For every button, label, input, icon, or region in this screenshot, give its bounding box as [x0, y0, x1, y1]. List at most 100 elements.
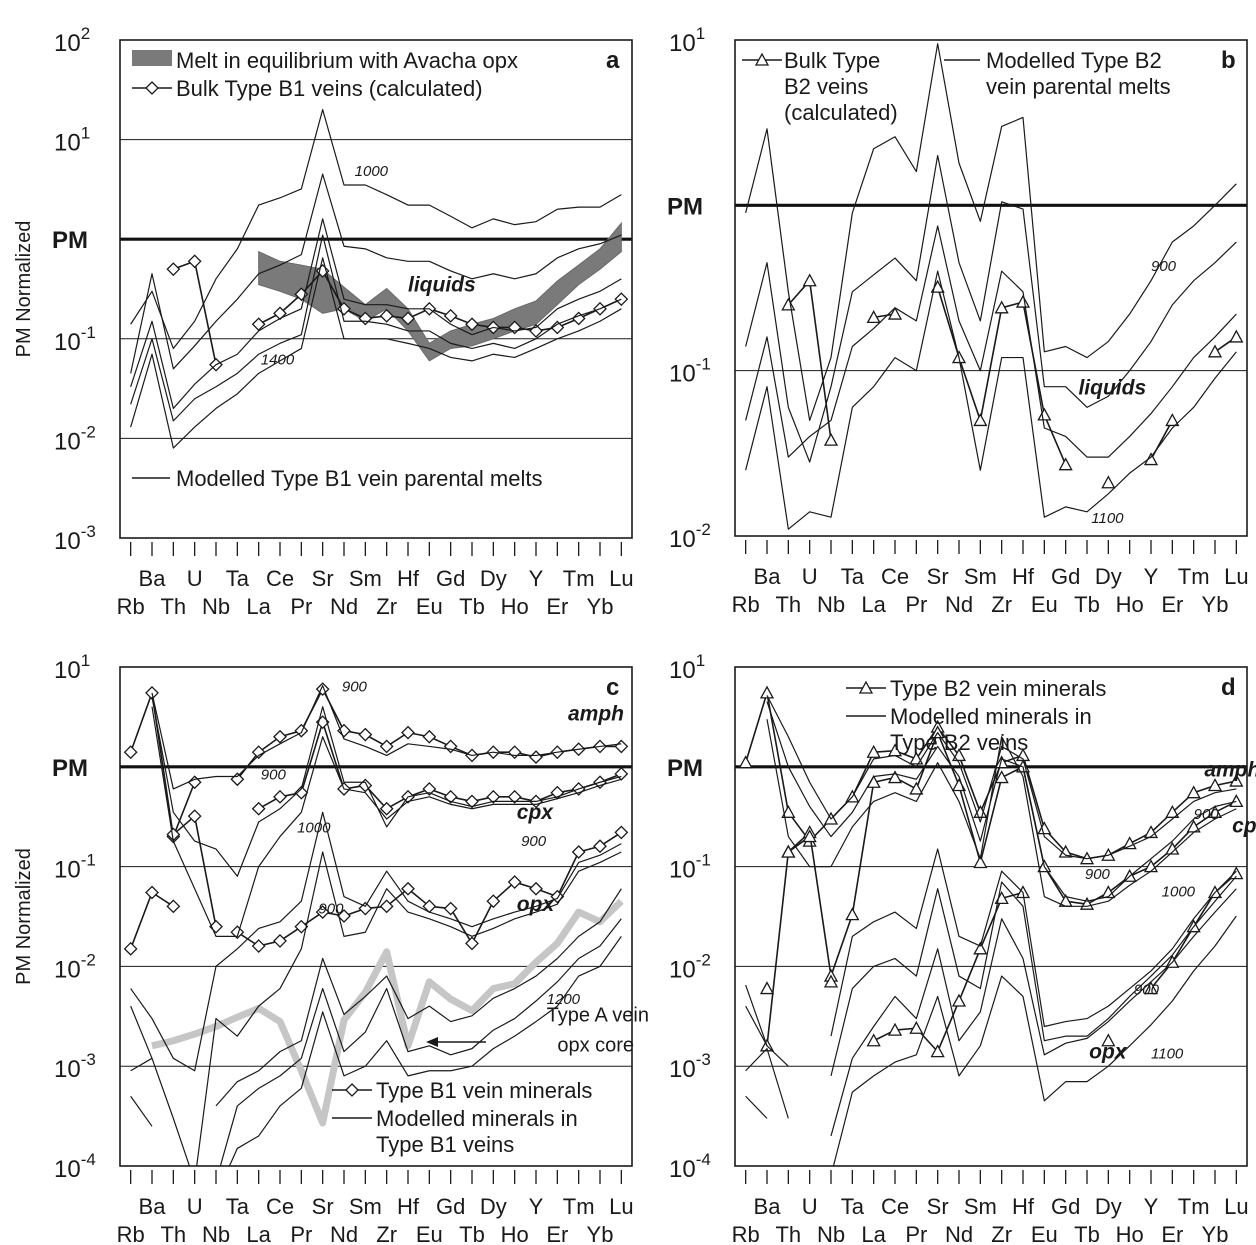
x-tick-label: Lu	[1224, 564, 1248, 589]
mineral-label: cpx	[1232, 814, 1256, 837]
diamond-marker	[379, 801, 394, 816]
panel-letter: b	[1221, 47, 1236, 74]
measured-line	[766, 835, 811, 1046]
x-tick-label: Er	[546, 594, 568, 619]
series-group	[130, 109, 629, 449]
diamond-marker	[443, 308, 458, 323]
x-tick-label: Th	[160, 594, 186, 619]
legend-label: Modelled minerals in Type B2 veins	[890, 704, 1092, 755]
y-tick-label: 10-1	[54, 851, 96, 884]
x-tick-label: Er	[546, 1222, 568, 1245]
triangle-marker	[1058, 457, 1073, 471]
diamond-marker	[230, 925, 245, 940]
triangle-marker	[781, 804, 796, 818]
triangle-marker	[1207, 778, 1223, 792]
diamond-marker	[251, 745, 266, 760]
triangle-marker	[909, 781, 924, 795]
diamond-marker	[294, 785, 309, 800]
model-line	[830, 888, 1237, 1137]
model-line	[745, 1095, 768, 1119]
model-line	[830, 875, 1237, 1077]
mineral-label: liquids	[1078, 376, 1146, 399]
x-tick-label: Er	[1161, 1222, 1183, 1245]
diamond-marker	[593, 839, 607, 854]
model-line	[151, 706, 622, 937]
x-tick-label: Th	[160, 1222, 186, 1245]
x-tick-label: Zr	[991, 1222, 1012, 1245]
diamond-marker	[422, 782, 437, 796]
x-tick-label: Eu	[416, 594, 443, 619]
x-tick-label: Sm	[349, 566, 382, 591]
x-tick-label: Th	[775, 1222, 801, 1245]
triangle-marker	[802, 273, 817, 287]
triangle-marker	[1229, 773, 1244, 787]
annotation-label: 1100	[1091, 510, 1124, 527]
x-tick-label: Nb	[817, 1222, 845, 1245]
x-tick-label: Er	[1161, 592, 1183, 617]
x-tick-label: Pr	[905, 1222, 927, 1245]
x-tick-label: Nd	[330, 594, 358, 619]
x-tick-label: Th	[775, 592, 801, 617]
x-tick-label: Rb	[732, 1222, 760, 1245]
x-tick-label: Nd	[945, 592, 973, 617]
model-line	[745, 1005, 768, 1047]
x-tick-label: Yb	[587, 1222, 614, 1245]
triangle-marker	[1229, 794, 1244, 808]
triangle-marker	[909, 1020, 924, 1034]
x-tick-label: Tb	[459, 1222, 485, 1245]
model-line	[832, 915, 1237, 1166]
triangle-marker	[887, 306, 903, 320]
annotation-label: 1000	[355, 163, 389, 180]
triangle-marker	[1186, 785, 1201, 799]
x-tick-label: Zr	[376, 1222, 397, 1245]
model-line	[830, 848, 1237, 1037]
pm-label: PM	[52, 755, 88, 782]
annotation-label: Type A vein	[547, 1005, 649, 1027]
annotation-label: 900	[521, 833, 547, 850]
triangle-marker	[759, 685, 775, 699]
triangle-marker	[973, 413, 988, 427]
measured-line	[173, 260, 217, 365]
x-tick-label: Eu	[1031, 1222, 1058, 1245]
y-tick-label: 102	[54, 24, 90, 57]
x-tick-label: Ta	[226, 1194, 250, 1219]
model-line	[228, 936, 622, 1166]
x-tick-label: Ho	[501, 594, 529, 619]
triangle-marker	[1101, 1033, 1116, 1047]
diamond-marker	[251, 801, 266, 816]
x-tick-label: Ta	[841, 564, 865, 589]
diamond-marker	[401, 311, 415, 326]
x-tick-label: Sr	[927, 564, 949, 589]
y-tick-label: 10-1	[669, 851, 711, 884]
x-tick-label: Ba	[139, 566, 167, 591]
triangle-marker	[1165, 804, 1180, 818]
diamond-marker	[379, 899, 394, 914]
x-tick-label: Tm	[1178, 564, 1210, 589]
triangle-marker	[759, 981, 775, 995]
diamond-marker	[465, 936, 479, 951]
triangle-marker	[823, 974, 839, 988]
triangle-marker	[781, 844, 796, 858]
x-tick-label: Dy	[1095, 564, 1122, 589]
model-line	[766, 719, 1237, 907]
x-tick-label: Ba	[754, 1194, 782, 1219]
legend-label: Type B1 vein minerals	[376, 1078, 592, 1103]
model-line	[745, 270, 1237, 530]
triangle-marker	[1037, 407, 1052, 421]
model-line	[130, 1057, 153, 1072]
legend-triangle-marker	[858, 680, 874, 694]
mineral-label: liquids	[408, 273, 476, 296]
x-tick-label: Gd	[436, 566, 465, 591]
x-tick-label: Y	[529, 566, 544, 591]
x-tick-label: Sm	[964, 564, 997, 589]
y-tick-label: 101	[54, 124, 90, 157]
series-group	[745, 43, 1244, 530]
triangle-marker	[887, 1022, 903, 1036]
annotation-label: 1000	[297, 819, 331, 836]
x-tick-label: Ba	[754, 564, 782, 589]
x-tick-label: Tm	[563, 1194, 595, 1219]
panel-c: PM 101 10-1 10-2 10-3 10-4 PM Normalized Rb Ba Th…	[13, 651, 649, 1245]
model-line	[766, 695, 1237, 860]
diamond-marker	[187, 775, 202, 790]
